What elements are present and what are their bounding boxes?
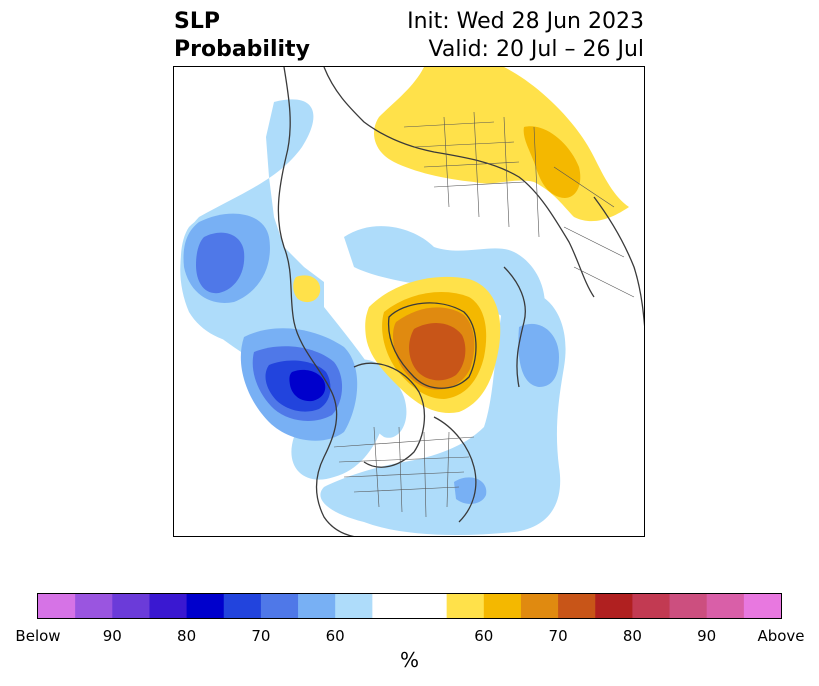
blue-mid-atlantic xyxy=(518,323,559,387)
colorbar-tick-label: 60 xyxy=(474,627,494,645)
blue-80-core xyxy=(289,369,326,402)
colorbar-swatch xyxy=(38,594,76,618)
map-canvas xyxy=(180,67,644,536)
blue-region-atlantic xyxy=(320,290,566,535)
colorbar-tick-label: 80 xyxy=(177,627,197,645)
yellow-region-small xyxy=(293,275,321,303)
title-line-variable: SLP xyxy=(174,9,220,34)
colorbar-swatch xyxy=(372,594,410,618)
colorbar-swatch xyxy=(483,594,522,618)
colorbar-tick-label: 90 xyxy=(102,627,122,645)
colorbar-swatch xyxy=(743,594,782,618)
probability-map xyxy=(173,66,645,537)
colorbar-swatch xyxy=(223,594,262,618)
colorbar-ticks: Below 90 80 70 60 60 70 80 90 Above xyxy=(0,627,819,647)
colorbar-swatch xyxy=(558,594,596,618)
colorbar-swatch xyxy=(260,594,299,618)
colorbar-swatch xyxy=(520,594,559,618)
colorbar-tick-label: 90 xyxy=(697,627,717,645)
colorbar-border xyxy=(37,593,782,619)
colorbar-tick-label: 70 xyxy=(251,627,271,645)
gold-region-eurasia xyxy=(523,126,581,198)
colorbar-swatch xyxy=(409,594,448,618)
borders xyxy=(333,111,635,518)
blue-60-pacific-west xyxy=(196,232,245,294)
yellow-region-eurasia xyxy=(374,67,629,222)
blue-mid-atlantic-south xyxy=(454,477,487,504)
colorbar-swatch xyxy=(335,594,373,618)
valid-range: Valid: 20 Jul – 26 Jul xyxy=(428,37,644,62)
valid-period: Init: Wed 28 Jun 2023 Valid: 20 Jul – 26… xyxy=(407,8,644,64)
colorbar-swatch xyxy=(149,594,188,618)
colorbar-swatch xyxy=(446,594,485,618)
brown-region-greenland xyxy=(409,323,466,381)
coastlines xyxy=(277,67,644,536)
colorbar-tick-label: 70 xyxy=(548,627,568,645)
colorbar-tick-label: 60 xyxy=(325,627,345,645)
colorbar-tick-label: Below xyxy=(15,627,61,645)
colorbar-swatch xyxy=(706,594,745,618)
chart-title: SLP Probability xyxy=(174,8,310,64)
init-date: Init: Wed 28 Jun 2023 xyxy=(407,9,644,34)
colorbar-swatch xyxy=(75,594,113,618)
colorbar-unit: % xyxy=(399,648,419,672)
colorbar-swatch xyxy=(632,594,671,618)
colorbar-swatch xyxy=(186,594,225,618)
colorbar xyxy=(37,593,782,619)
colorbar-tick-label: 80 xyxy=(622,627,642,645)
colorbar-swatch xyxy=(298,594,336,618)
colorbar-tick-label: Above xyxy=(757,627,805,645)
title-line-type: Probability xyxy=(174,37,310,62)
colorbar-swatch xyxy=(595,594,633,618)
blue-region-eurasia xyxy=(344,226,545,317)
colorbar-swatch xyxy=(669,594,708,618)
colorbar-swatch xyxy=(112,594,150,618)
